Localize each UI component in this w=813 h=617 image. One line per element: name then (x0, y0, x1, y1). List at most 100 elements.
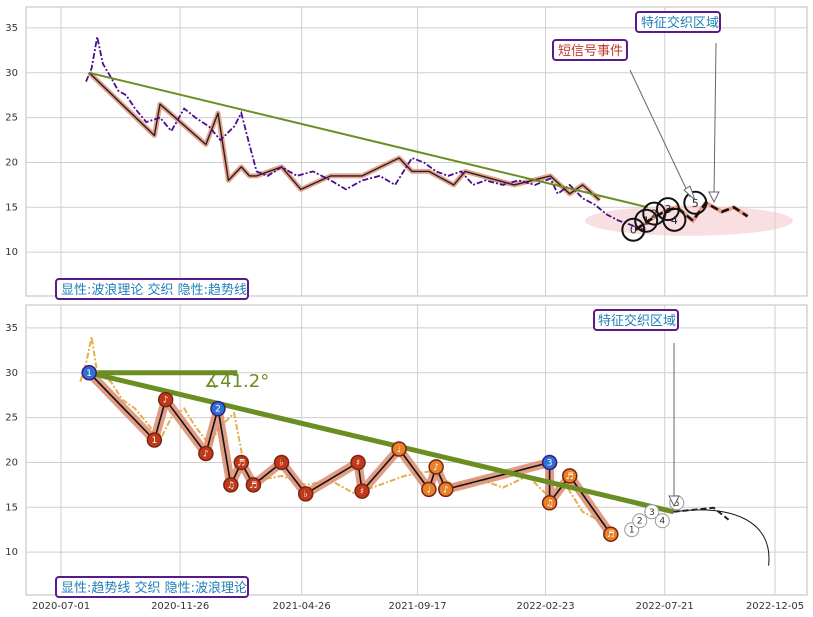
bottom-y-tick-label: 25 (5, 413, 18, 424)
wave-point-badge (210, 400, 226, 417)
wave-point-badge (157, 391, 174, 408)
wave-point-badge-label: ♬ (249, 481, 257, 491)
wave-point-badge (438, 481, 454, 498)
wave-point-badge (245, 477, 262, 493)
x-tick-label: 2020-07-01 (32, 601, 90, 612)
future-wave-label: 2 (637, 517, 643, 527)
wave-point-badge (297, 486, 314, 502)
wave-point-badge-label: 1 (152, 436, 158, 446)
wave-point-badge (233, 454, 250, 471)
future-wave-label: 5 (674, 499, 680, 509)
top-wave-circle-label: 3 (664, 203, 671, 216)
bottom-y-tick-label: 15 (5, 502, 18, 513)
wave-point-badge-label: ♬ (607, 530, 615, 540)
top-panel-frame (25, 6, 808, 297)
x-axis-ticks: 2020-07-01 2020-11-26 2021-04-26 2021-09-17… (32, 601, 804, 612)
short-signal-label: 短信号事件 (558, 44, 623, 59)
future-dashed-path (673, 506, 730, 521)
wave-point-badge (81, 365, 97, 381)
feature-zone-label-bottom: 特征交织区域 (598, 313, 676, 329)
bottom-panel-frame (25, 304, 808, 596)
future-arc (673, 509, 770, 566)
bottom-trendline (88, 370, 675, 515)
x-tick-label: 2021-09-17 (389, 601, 447, 612)
wave-point-badge-label: ♯ (356, 458, 360, 468)
top-y-tick-label: 35 (5, 23, 18, 34)
bottom-y-tick-label: 20 (5, 457, 18, 468)
bottom-zone-arrowhead (668, 495, 680, 508)
wave-point-badge-label: ♭ (304, 490, 308, 500)
future-wave-circle (654, 513, 670, 529)
wave-point-badge-label: ♭ (279, 458, 283, 468)
feature-zone-box-top (635, 11, 721, 33)
top-y-tick-label: 20 (5, 157, 18, 168)
bottom-caption: 显性:趋势线 交织 隐性:波浪理论 (61, 580, 247, 596)
future-wave-label: 3 (649, 508, 655, 518)
top-wave-circle-label: 4 (671, 214, 678, 227)
wave-point-badge (350, 454, 366, 471)
wave-point-badge (391, 441, 407, 457)
top-wave-circle (683, 190, 708, 215)
future-wave-label: 4 (659, 517, 665, 527)
top-wave-circle-label: 5 (692, 197, 699, 210)
x-tick-label: 2022-07-21 (636, 601, 694, 612)
top-wave-circle-label: 2 (651, 208, 658, 221)
short-signal-box (552, 39, 628, 61)
wave-point-badge-label: ♩ (427, 485, 431, 495)
x-tick-label: 2021-04-26 (273, 601, 331, 612)
bottom-y-tick-label: 35 (5, 323, 18, 334)
wave-point-badge-label: ♪ (443, 485, 449, 495)
wave-point-badge-label: ♪ (433, 463, 439, 473)
top-zone-arrow (713, 42, 717, 197)
angle-label: ∡41.2° (204, 371, 269, 392)
top-future-band (634, 200, 749, 232)
wave-point-badge (198, 445, 214, 462)
top-wave-circle-label: 0 (630, 224, 637, 237)
top-wave-circle (621, 217, 646, 242)
wave-point-badge-label: ♯ (360, 487, 364, 497)
wave-point-badge-label: 1 (86, 369, 92, 379)
top-caption: 显性:波浪理论 交织 隐性:趋势线 (61, 282, 247, 298)
wave-point-badge-label: ♩ (397, 445, 401, 455)
top-panel-plot: 012 345 (85, 36, 793, 242)
bottom-y-tick-label: 10 (5, 547, 18, 558)
top-y-tick-label: 30 (5, 68, 18, 79)
x-tick-label: 2022-02-23 (517, 601, 575, 612)
top-zone-arrowhead (708, 191, 720, 204)
x-tick-label: 2020-11-26 (151, 601, 209, 612)
top-trendline (88, 71, 649, 209)
future-wave-circle (632, 513, 648, 529)
wave-point-badge-label: ♫ (227, 481, 235, 491)
wave-point-badge (603, 526, 619, 542)
wave-point-badge-label: ♬ (237, 458, 245, 468)
wave-point-badge-label: 3 (547, 458, 553, 468)
short-signal-arrowhead (683, 185, 696, 201)
bottom-y-tick-label: 30 (5, 368, 18, 379)
wave-point-badge (428, 459, 444, 475)
wave-point-badge (273, 454, 290, 471)
wave-point-badge-label: 2 (215, 405, 221, 415)
wave-point-badge (561, 468, 578, 484)
future-wave-circle (644, 504, 660, 520)
feature-zone-box-bottom (593, 309, 679, 331)
wave-point-badge-label: ♪ (163, 396, 169, 406)
top-price-line (85, 36, 645, 231)
top-y-tick-label: 15 (5, 202, 18, 213)
feature-zone-ellipse (584, 205, 793, 236)
future-wave-label: 1 (629, 526, 635, 536)
wave-point-badge-label: ♫ (546, 499, 554, 509)
wave-point-badge (223, 477, 239, 493)
wave-point-badge (541, 454, 558, 471)
top-wave-circle (634, 208, 659, 233)
top-caption-box (55, 278, 249, 300)
wave-point-badge (421, 481, 437, 498)
top-y-tick-label: 10 (5, 247, 18, 258)
top-y-tick-label: 25 (5, 113, 18, 124)
x-tick-label: 2022-12-05 (746, 601, 804, 612)
short-signal-arrow (629, 69, 691, 198)
wave-point-badge-label: ♪ (203, 449, 209, 459)
bottom-caption-box (55, 576, 249, 598)
